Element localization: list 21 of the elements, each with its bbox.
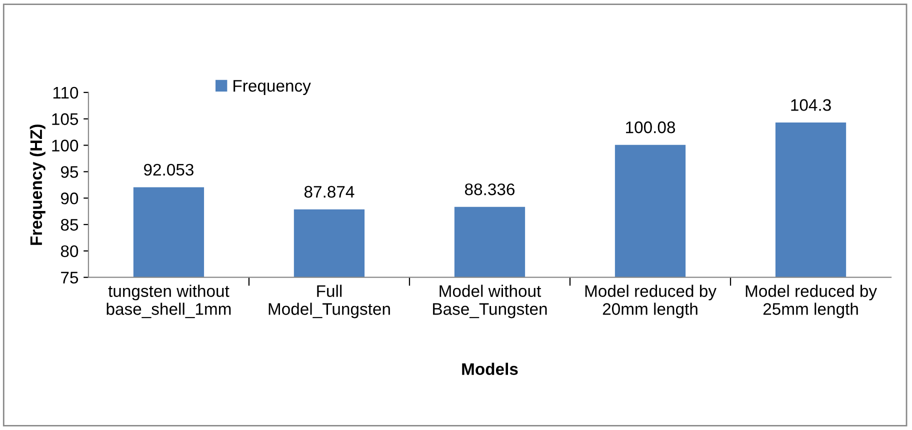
data-label: 88.336 [464, 183, 514, 196]
x-tick-label: Model reduced by 20mm length [585, 284, 716, 318]
y-tick-label: 100 [52, 140, 78, 152]
data-label: 100.08 [626, 121, 676, 134]
y-tick-label: 95 [60, 166, 78, 178]
y-tick-label: 110 [53, 86, 78, 99]
data-label: 92.053 [144, 164, 194, 176]
y-tick-label: 105 [52, 113, 78, 126]
y-tick-label: 90 [60, 192, 78, 204]
x-tick-label: Model reduced by 25mm length [746, 284, 877, 318]
legend-label: Frequency [234, 80, 311, 96]
y-axis-title: Frequency (HZ) [30, 124, 46, 245]
x-tick-label: Model without Base_Tungsten [433, 284, 547, 318]
x-tick-label: Full Model_Tungsten [268, 284, 390, 318]
data-label: 104.3 [791, 99, 831, 111]
y-tick-label: 80 [60, 245, 78, 258]
y-tick-label: 75 [61, 272, 78, 284]
x-tick-label: tungsten without base_shell_1mm [106, 284, 231, 318]
data-label: 87.874 [304, 186, 354, 198]
x-axis-title: Models [462, 362, 518, 376]
y-tick-label: 85 [60, 218, 78, 231]
